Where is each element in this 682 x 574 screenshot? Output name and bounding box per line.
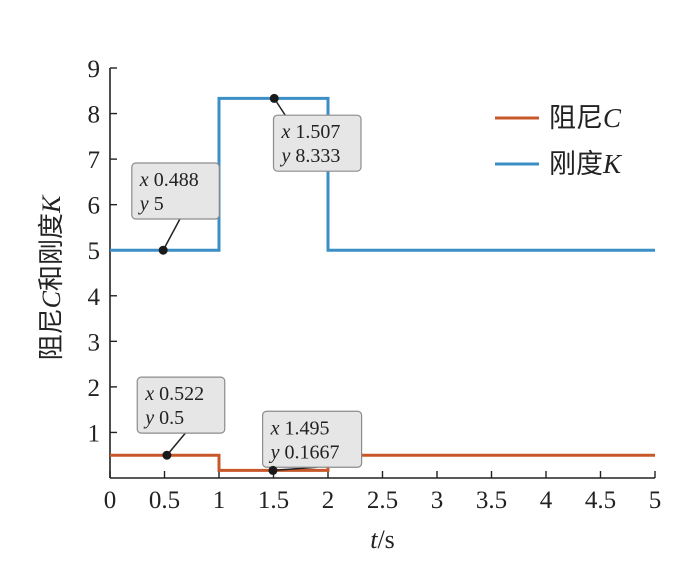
y-tick-label: 8 [88,102,101,129]
y-tick-label: 1 [88,420,101,447]
y-tick-label: 4 [88,284,101,311]
datatip-box [136,376,226,434]
series-line-damping [110,453,655,472]
y-axis-title: 阻尼C和刚度K [37,194,66,360]
legend-entry-stiffness: 刚度K [495,149,623,179]
axes-group: 0 0.5 1 1.5 2 2.5 3 3.5 4 4.5 5 1 2 3 4 5 6 7 8 9 [88,56,662,514]
datatip-marker [268,465,278,475]
x-axis-title: t/s [370,525,395,554]
legend-entry-damping: 阻尼C [495,103,622,133]
x-tick-label: 2 [322,487,335,514]
x-tick-label: 5 [649,487,662,514]
axis-titles: t/s 阻尼C和刚度K [37,194,395,554]
y-tick-label: 2 [88,375,101,402]
datatip-x-value: x 1.495 [270,417,330,439]
datatip-leader [162,218,181,251]
datatip-box [131,162,220,220]
legend: 阻尼C 刚度K [495,103,623,179]
datatip-x-value: x 0.488 [139,169,199,191]
datatip-box [262,410,363,468]
datatip-y-value: y 8.333 [280,145,341,167]
y-tick-label: 3 [88,329,101,356]
x-tick-label: 1 [213,487,226,514]
x-tick-label: 4 [540,487,553,514]
datatip-marker [269,93,279,103]
y-tick-label: 6 [88,193,101,220]
x-tick-label: 2.5 [367,487,398,514]
datatip-leader [166,432,186,456]
x-tick-label: 3 [431,487,444,514]
datatip-marker [162,450,172,460]
datatip-y-value: y 5 [138,193,164,215]
y-tick-label: 7 [88,147,101,174]
y-tick-label: 9 [88,56,101,83]
datatip-x-value: x 1.507 [281,121,341,143]
x-tick-label: 0 [104,487,117,514]
legend-label: 刚度K [549,149,623,179]
datatip-box [272,114,362,172]
datatip-marker [158,245,168,255]
datatip-y-value: y 0.5 [143,407,184,429]
y-tick-label: 5 [88,238,101,265]
x-tick-label: 0.5 [149,487,180,514]
datatip-x-value: x 0.522 [144,383,204,405]
datatip-y-value: y 0.1667 [269,441,340,463]
x-tick-label: 4.5 [585,487,616,514]
x-tick-label: 3.5 [476,487,507,514]
x-tick-label: 1.5 [258,487,289,514]
legend-label: 阻尼C [549,103,622,133]
